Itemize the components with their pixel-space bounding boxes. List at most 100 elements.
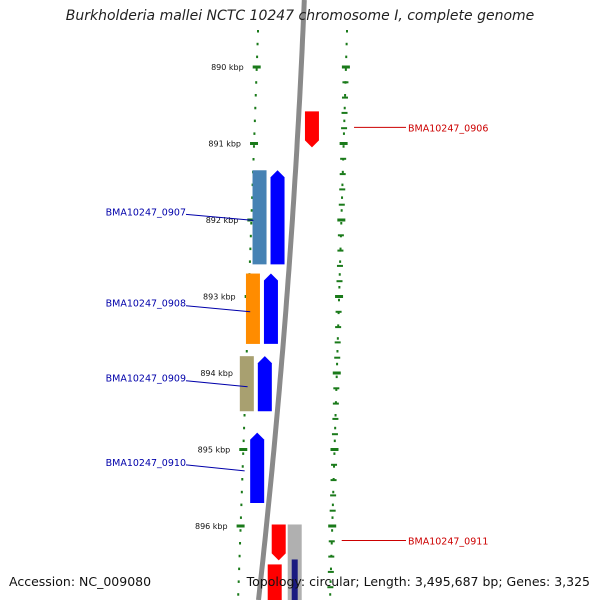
ruler-tick-major-right: [339, 142, 348, 145]
track-dot-left: [239, 516, 242, 519]
track-dot-left: [237, 593, 240, 596]
track-dot-right: [345, 42, 348, 46]
ruler-label: 896 kbp: [195, 522, 228, 531]
gene-arrow: [263, 273, 278, 344]
track-dot-right: [329, 580, 332, 583]
track-dot-left: [239, 529, 242, 532]
track-dot-right: [336, 350, 339, 353]
track-dot-right: [344, 68, 347, 71]
gene-label: BMA10247_0911: [408, 536, 488, 547]
track-dot-right: [332, 490, 335, 494]
track-dot-right: [340, 209, 343, 212]
ruler-tick-minor: [335, 326, 342, 329]
track-dot-left: [252, 145, 255, 148]
track-dot-left: [255, 81, 258, 84]
track-dot-right: [342, 132, 345, 135]
genome-summary-text: Topology: circular; Length: 3,495,687 bp…: [246, 574, 590, 589]
ruler-tick-minor: [330, 494, 337, 497]
track-dot-right: [343, 119, 346, 123]
ruler-tick-minor: [341, 111, 348, 114]
track-dot-left: [251, 196, 254, 199]
ruler-label: 892 kbp: [206, 216, 239, 225]
track-dot-left: [257, 30, 259, 33]
ruler-tick-major: [252, 65, 261, 69]
ruler-tick-minor: [336, 280, 343, 283]
track-dot-left: [249, 234, 252, 238]
gene-arrow: [270, 170, 285, 265]
track-dot-left: [243, 426, 246, 430]
gene-label-connector: [185, 464, 245, 472]
track-dot-right: [343, 106, 346, 110]
track-dot-right: [331, 503, 334, 507]
track-dot-right: [329, 593, 332, 596]
track-dot-left: [241, 478, 244, 481]
ruler-tick-major: [250, 142, 259, 145]
backbone-line: [256, 0, 307, 601]
ruler-tick-minor: [340, 157, 347, 160]
ruler-tick-minor: [341, 127, 348, 130]
track-dot-left: [239, 542, 242, 545]
track-dot-right: [333, 439, 336, 443]
ruler-tick-minor: [327, 586, 334, 589]
gene-feature: [239, 356, 272, 412]
gene-label: BMA10247_0908: [106, 299, 186, 310]
track-dot-right: [333, 465, 336, 468]
track-dot-right: [344, 94, 347, 97]
track-dot-left: [254, 94, 257, 97]
ruler-tick-major-right: [341, 65, 350, 69]
ruler-tick-minor: [330, 479, 337, 482]
ruler-tick-major: [236, 524, 245, 528]
track-dot-right: [335, 375, 338, 379]
gene-feature: [252, 170, 285, 265]
ruler-tick-minor: [331, 463, 338, 466]
gene-arrow: [304, 111, 319, 148]
ruler-tick-minor: [328, 555, 335, 558]
track-dot-left: [240, 490, 243, 494]
track-dot-right: [336, 337, 339, 340]
track-dot-right: [334, 426, 337, 430]
gene-label: BMA10247_0907: [106, 207, 186, 218]
track-dot-right: [334, 401, 337, 404]
track-dot-right: [333, 452, 336, 455]
track-dot-left: [245, 350, 248, 353]
track-dot-right: [331, 529, 334, 532]
cog-block: [245, 273, 260, 344]
gene-feature: [267, 524, 302, 600]
track-dot-right: [341, 170, 344, 174]
track-dot-left: [252, 158, 255, 161]
track-dot-left: [249, 247, 252, 251]
track-dot-left: [243, 414, 246, 417]
track-dot-right: [335, 388, 338, 391]
track-dot-left: [237, 580, 240, 583]
track-dot-left: [250, 222, 253, 225]
cog-block: [239, 356, 254, 412]
track-dot-right: [339, 260, 342, 263]
ruler-label: 891 kbp: [208, 140, 241, 149]
gene-feature: [250, 432, 265, 504]
map-title: Burkholderia mallei NCTC 10247 chromosom…: [65, 8, 535, 24]
track-dot-right: [337, 324, 340, 327]
cog-block: [252, 170, 267, 265]
track-dot-left: [253, 119, 256, 123]
ruler-tick-minor: [337, 234, 344, 237]
ruler-tick-major-right: [332, 371, 341, 375]
ruler-tick-minor: [334, 341, 341, 344]
ruler-tick-minor: [333, 387, 340, 390]
track-dot-left: [242, 439, 245, 443]
track-dot-right: [341, 196, 344, 199]
ruler-tick-minor: [339, 188, 346, 191]
track-dot-right: [341, 183, 344, 187]
track-dot-right: [337, 311, 340, 315]
ruler-tick-minor: [335, 310, 342, 313]
ruler-tick-minor: [332, 417, 339, 420]
ruler-label: 890 kbp: [211, 63, 244, 72]
track-dot-right: [331, 516, 334, 519]
track-dot-right: [338, 273, 341, 276]
track-dot-left: [238, 554, 241, 558]
gene-label: BMA10247_0910: [106, 458, 186, 469]
gene-label-connector: [185, 380, 248, 388]
gene-label-connector: [185, 213, 254, 221]
track-dot-right: [337, 298, 340, 302]
